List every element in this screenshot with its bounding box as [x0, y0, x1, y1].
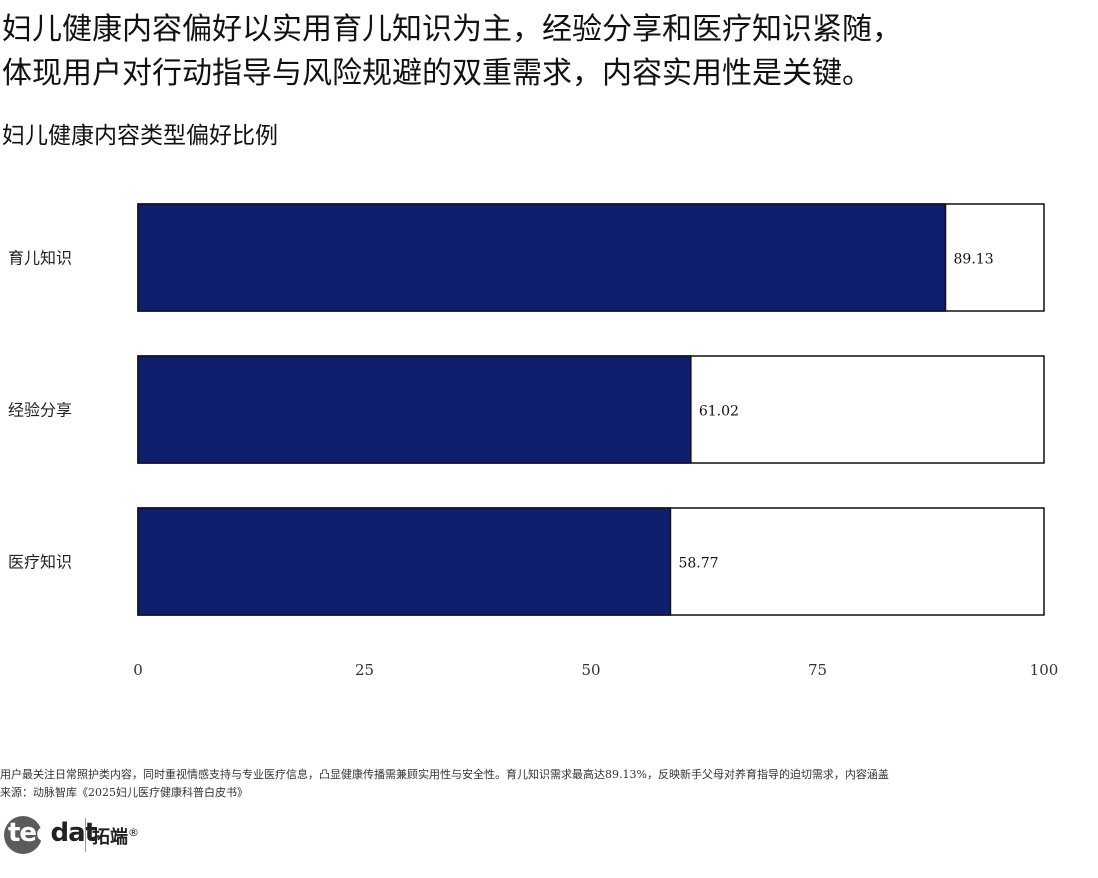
x-tick-label-2: 50 [581, 661, 600, 679]
value-label-0: 89.13 [954, 252, 994, 268]
bar-chart: 育儿知识 89.13 经验分享 61.02 医疗知识 58.77 0 25 50 75 100 [8, 203, 1059, 679]
category-label-1: 经验分享 [8, 401, 72, 420]
x-tick-label-1: 25 [355, 661, 374, 679]
footer-note: 用户最关注日常照护类内容，同时重视情感支持与专业医疗信息，凸显健康传播需兼顾实用… [0, 766, 1098, 802]
x-tick-label-4: 100 [1030, 661, 1059, 679]
logo-cn-text: 拓端 [92, 827, 128, 848]
bar-1 [137, 355, 692, 464]
value-label-1: 61.02 [699, 404, 739, 420]
headline-line-2: 体现用户对行动指导与风险规避的双重需求，内容实用性是关键。 [2, 56, 872, 91]
logo-wordmark-a: tec [8, 818, 51, 848]
category-label-0: 育儿知识 [8, 249, 72, 268]
x-tick-label-3: 75 [808, 661, 827, 679]
footer-description: 用户最关注日常照护类内容，同时重视情感支持与专业医疗信息，凸显健康传播需兼顾实用… [0, 768, 889, 781]
category-label-2: 医疗知识 [8, 553, 72, 572]
bar-2 [137, 507, 672, 616]
chart-title: 妇儿健康内容类型偏好比例 [2, 123, 278, 149]
headline-line-1: 妇儿健康内容偏好以实用育儿知识为主，经验分享和医疗知识紧随， [2, 12, 902, 47]
logo-wordmark-b: dat [50, 818, 97, 848]
logo-circle-icon [4, 816, 42, 854]
headline: 妇儿健康内容偏好以实用育儿知识为主，经验分享和医疗知识紧随， 体现用户对行动指导… [2, 8, 1092, 96]
value-label-2: 58.77 [678, 556, 718, 572]
bar-0 [137, 203, 947, 312]
registered-mark: ® [128, 826, 139, 839]
logo-chinese-name: 拓端® [92, 823, 139, 849]
logo-wordmark: tecdat [8, 818, 97, 848]
logo-divider [85, 818, 86, 852]
footer-source: 来源：动脉智库《2025妇儿医疗健康科普白皮书》 [0, 786, 248, 799]
brand-logo: tecdat 拓端® [4, 814, 139, 856]
x-tick-label-0: 0 [133, 661, 143, 679]
